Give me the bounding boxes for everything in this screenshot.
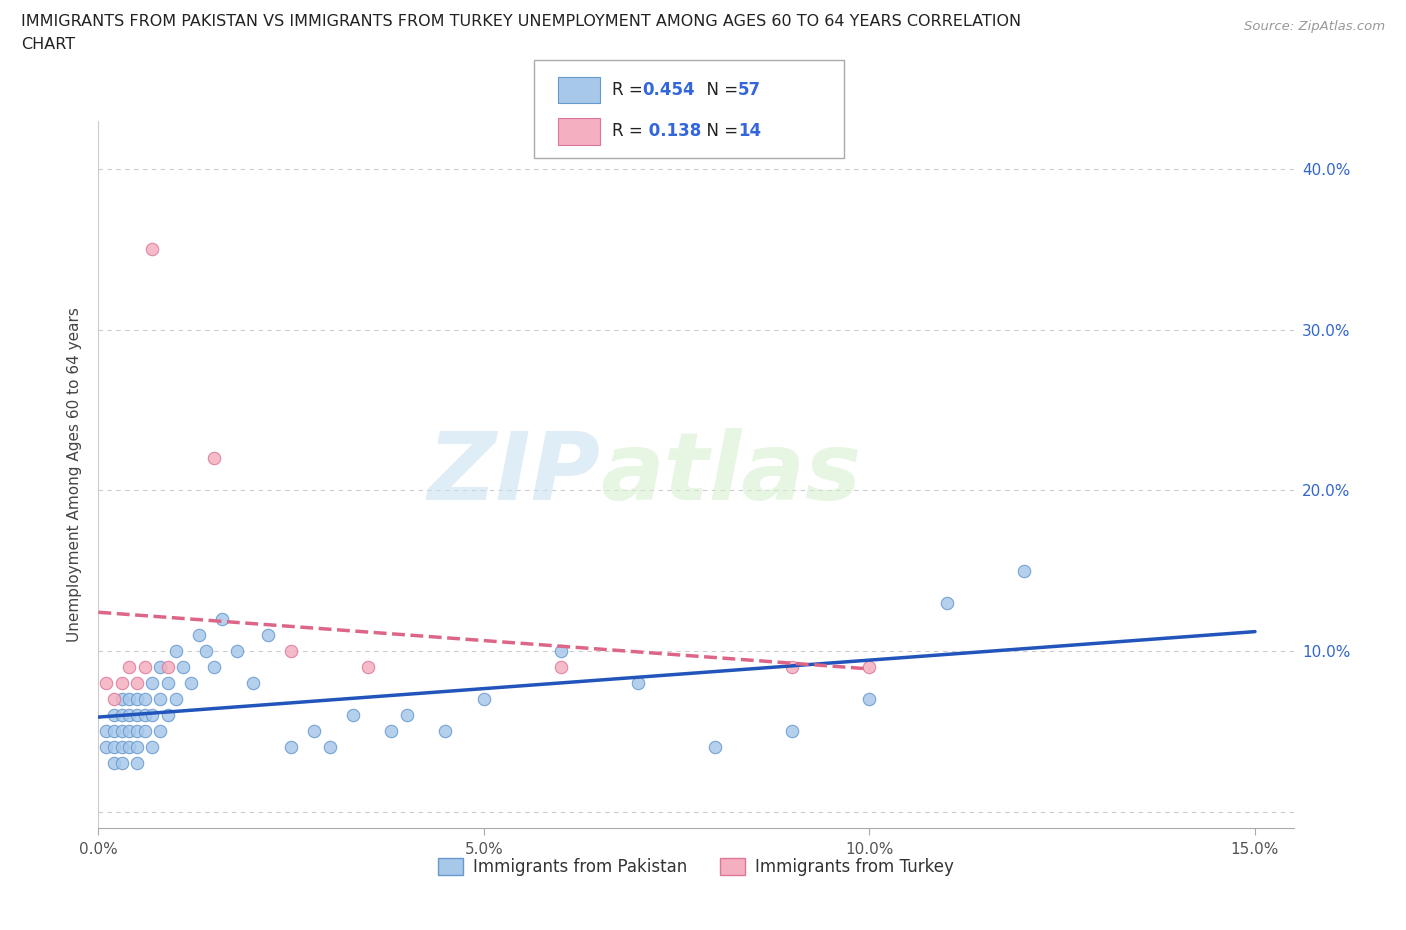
Point [110,756,132,771]
Point [627,676,650,691]
Text: N =: N = [696,81,744,99]
Point [125,692,148,707]
Point [342,708,364,723]
Point [156,708,179,723]
Point [280,740,302,755]
Text: Source: ZipAtlas.com: Source: ZipAtlas.com [1244,20,1385,33]
Point [134,692,156,707]
Point [110,676,132,691]
Point [94,740,117,755]
Text: 0.138: 0.138 [643,123,700,140]
Point [125,740,148,755]
Point [118,724,141,738]
Text: R =: R = [612,123,648,140]
Point [226,644,249,658]
Point [149,692,172,707]
Point [242,676,264,691]
Point [110,692,132,707]
Text: atlas: atlas [600,429,862,520]
Text: N =: N = [696,123,744,140]
Point [134,659,156,674]
Text: 57: 57 [738,81,761,99]
Point [165,644,187,658]
Point [550,644,572,658]
Point [118,740,141,755]
Point [782,724,804,738]
Point [103,708,125,723]
Text: R =: R = [612,81,648,99]
Point [550,659,572,674]
Point [257,628,280,643]
Point [134,724,156,738]
Point [118,692,141,707]
Point [103,756,125,771]
Point [395,708,418,723]
Point [935,595,957,610]
Point [141,708,163,723]
Point [110,724,132,738]
Y-axis label: Unemployment Among Ages 60 to 64 years: Unemployment Among Ages 60 to 64 years [67,307,83,642]
Point [472,692,495,707]
Point [380,724,402,738]
Point [94,724,117,738]
Point [434,724,457,738]
Point [156,659,179,674]
Point [357,659,380,674]
Text: 0.454: 0.454 [643,81,695,99]
Text: ZIP: ZIP [427,429,600,520]
Point [165,692,187,707]
Point [141,676,163,691]
Point [125,724,148,738]
Point [134,708,156,723]
Point [195,644,218,658]
Point [211,611,233,626]
Point [125,756,148,771]
Text: CHART: CHART [21,37,75,52]
Point [125,676,148,691]
Point [280,644,302,658]
Point [202,659,225,674]
Point [103,692,125,707]
Point [187,628,209,643]
Point [704,740,727,755]
Legend: Immigrants from Pakistan, Immigrants from Turkey: Immigrants from Pakistan, Immigrants fro… [432,852,960,883]
Point [1012,564,1035,578]
Point [110,740,132,755]
Point [149,659,172,674]
Text: IMMIGRANTS FROM PAKISTAN VS IMMIGRANTS FROM TURKEY UNEMPLOYMENT AMONG AGES 60 TO: IMMIGRANTS FROM PAKISTAN VS IMMIGRANTS F… [21,14,1021,29]
Point [103,740,125,755]
Point [180,676,202,691]
Point [94,676,117,691]
Point [110,708,132,723]
Point [141,740,163,755]
Point [782,659,804,674]
Point [319,740,342,755]
Text: 14: 14 [738,123,761,140]
Point [858,692,880,707]
Point [149,724,172,738]
Point [304,724,326,738]
Point [118,708,141,723]
Point [156,676,179,691]
Point [858,659,880,674]
Point [118,659,141,674]
Point [125,708,148,723]
Point [141,242,163,257]
Point [172,659,194,674]
Point [202,451,225,466]
Point [103,724,125,738]
